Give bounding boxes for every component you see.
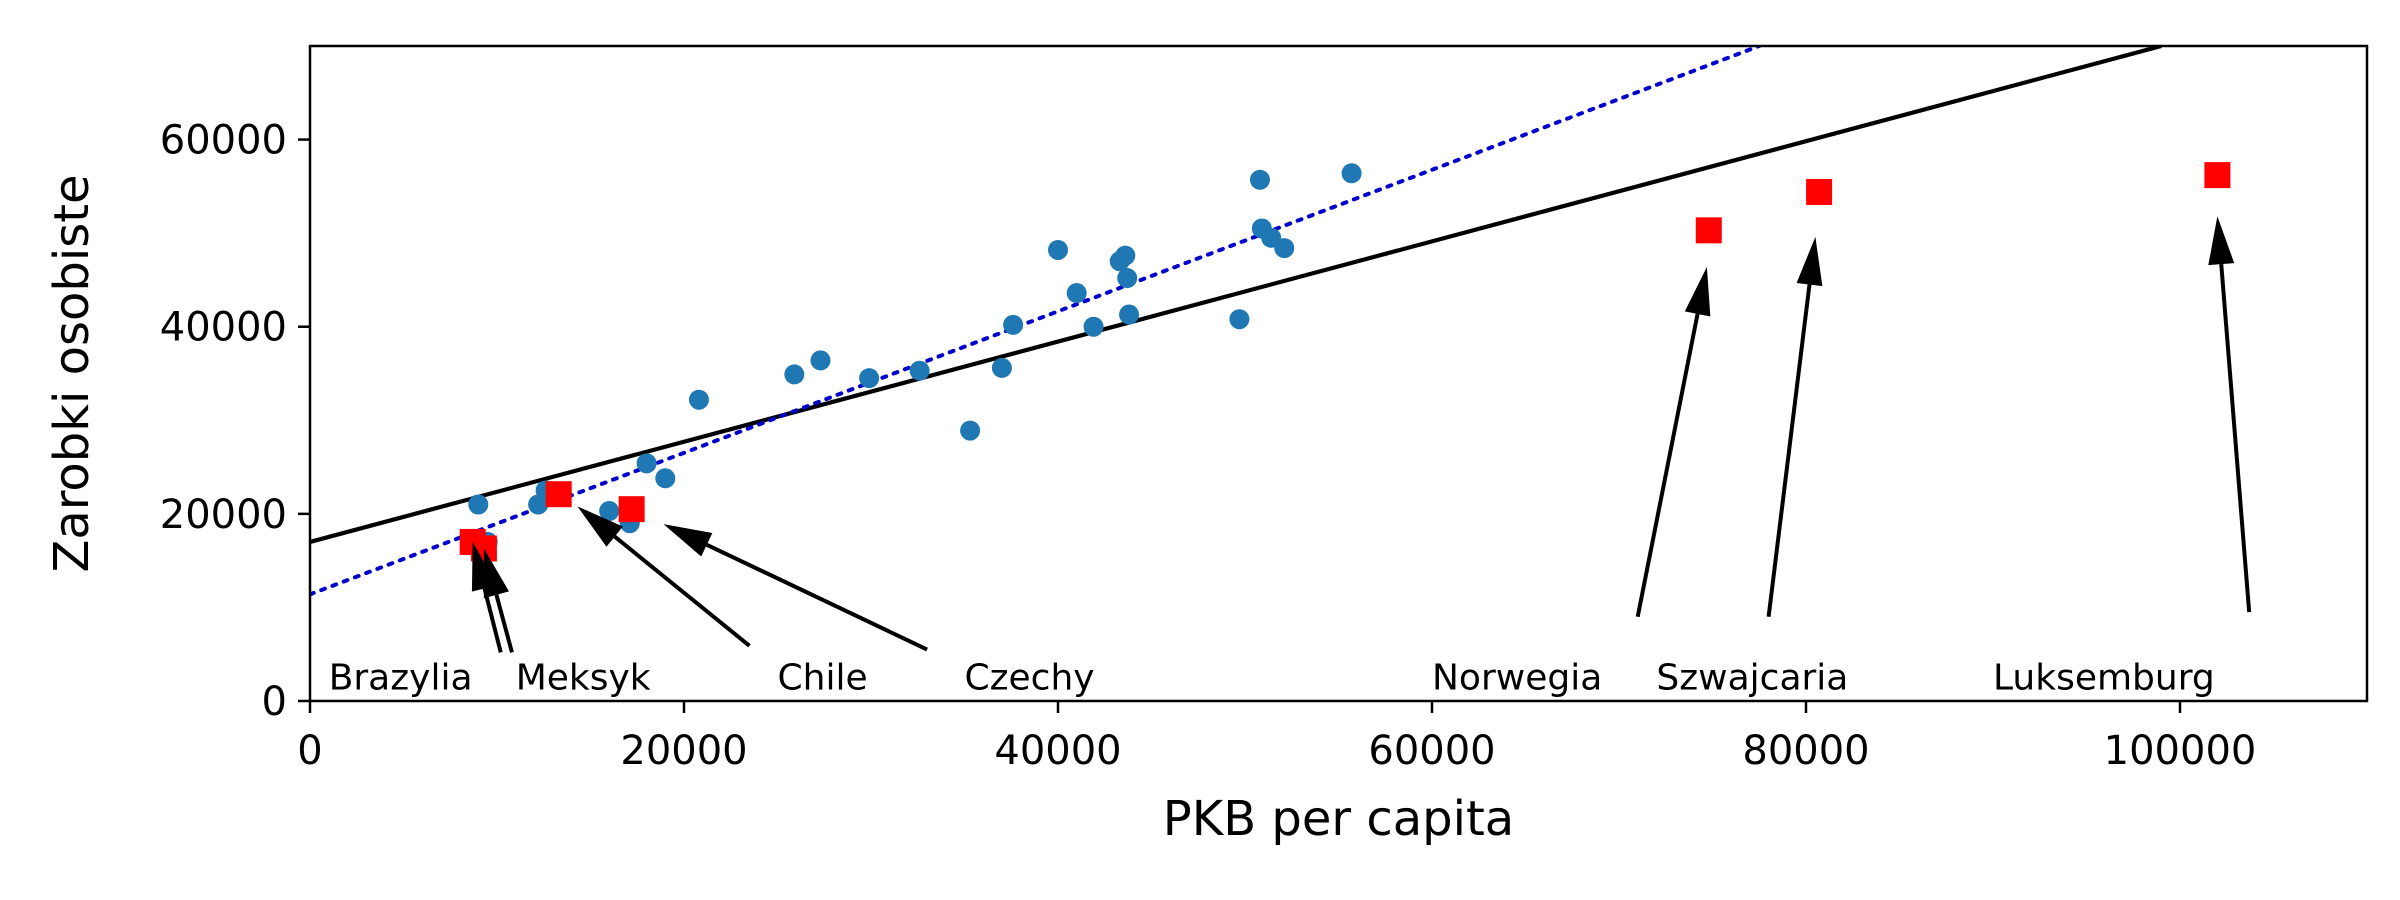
data-point xyxy=(1119,304,1140,325)
annotation-label: Chile xyxy=(778,658,868,699)
annotation-arrow-shaft xyxy=(494,594,514,653)
highlight-point xyxy=(1806,178,1833,205)
fit-line-full xyxy=(310,46,2162,544)
annotation-label: Brazylia xyxy=(329,658,473,699)
data-point xyxy=(859,368,880,389)
y-axis-title: Zarobki osobiste xyxy=(44,174,100,572)
annotation-arrow-shaft xyxy=(482,587,503,653)
x-tick-label: 20000 xyxy=(620,728,747,774)
annotation-label: Czechy xyxy=(965,658,1095,699)
annotation-arrowhead xyxy=(1796,236,1823,287)
plot-frame xyxy=(308,44,2369,703)
highlight-point xyxy=(1695,217,1722,244)
data-point xyxy=(991,357,1012,378)
data-point xyxy=(1274,238,1295,259)
data-point xyxy=(1048,239,1068,260)
data-point xyxy=(1066,283,1087,304)
data-point xyxy=(1115,245,1136,266)
y-tick-label: 0 xyxy=(262,679,287,725)
data-point xyxy=(636,453,657,474)
data-point xyxy=(1083,316,1104,337)
data-point xyxy=(599,501,620,522)
data-point xyxy=(688,389,709,410)
annotation-label: Szwajcaria xyxy=(1656,658,1848,699)
data-point xyxy=(960,420,981,441)
data-point xyxy=(468,494,489,515)
x-axis-title: PKB per capita xyxy=(1163,791,1514,847)
x-tick-label: 60000 xyxy=(1368,728,1495,774)
annotation-arrow-shaft xyxy=(2219,263,2252,613)
data-point xyxy=(1117,268,1138,289)
annotation-arrowhead xyxy=(2208,216,2235,266)
y-tick-label: 60000 xyxy=(160,118,287,164)
annotation-arrowhead xyxy=(577,506,623,547)
annotation-arrow-shaft xyxy=(613,535,751,648)
data-point xyxy=(1229,309,1250,330)
y-tick-label: 40000 xyxy=(160,305,287,351)
data-point xyxy=(655,468,676,489)
annotation-arrow-shaft xyxy=(1635,313,1700,618)
data-point xyxy=(1249,169,1270,190)
x-tick-label: 100000 xyxy=(2104,728,2257,774)
x-tick-label: 0 xyxy=(297,728,322,774)
annotation-arrow-shaft xyxy=(1766,284,1812,618)
highlight-point xyxy=(545,481,572,508)
data-point xyxy=(784,364,805,385)
x-tick-label: 40000 xyxy=(994,728,1121,774)
annotation-arrowhead xyxy=(663,524,713,557)
plot-background xyxy=(310,46,2367,701)
y-tick-label: 20000 xyxy=(160,492,287,538)
highlight-point xyxy=(2204,162,2231,189)
annotation-label: Meksyk xyxy=(516,658,651,699)
annotation-label: Luksemburg xyxy=(1993,658,2215,699)
data-point xyxy=(1003,314,1024,335)
annotation-arrow-shaft xyxy=(705,542,928,652)
data-point xyxy=(810,350,831,371)
annotation-arrowhead xyxy=(483,548,509,599)
data-point xyxy=(1341,163,1362,184)
highlight-point xyxy=(618,496,645,523)
data-point xyxy=(909,360,930,381)
annotation-arrowhead xyxy=(1684,266,1711,317)
annotation-label: Norwegia xyxy=(1432,658,1602,699)
x-tick-label: 80000 xyxy=(1742,728,1869,774)
